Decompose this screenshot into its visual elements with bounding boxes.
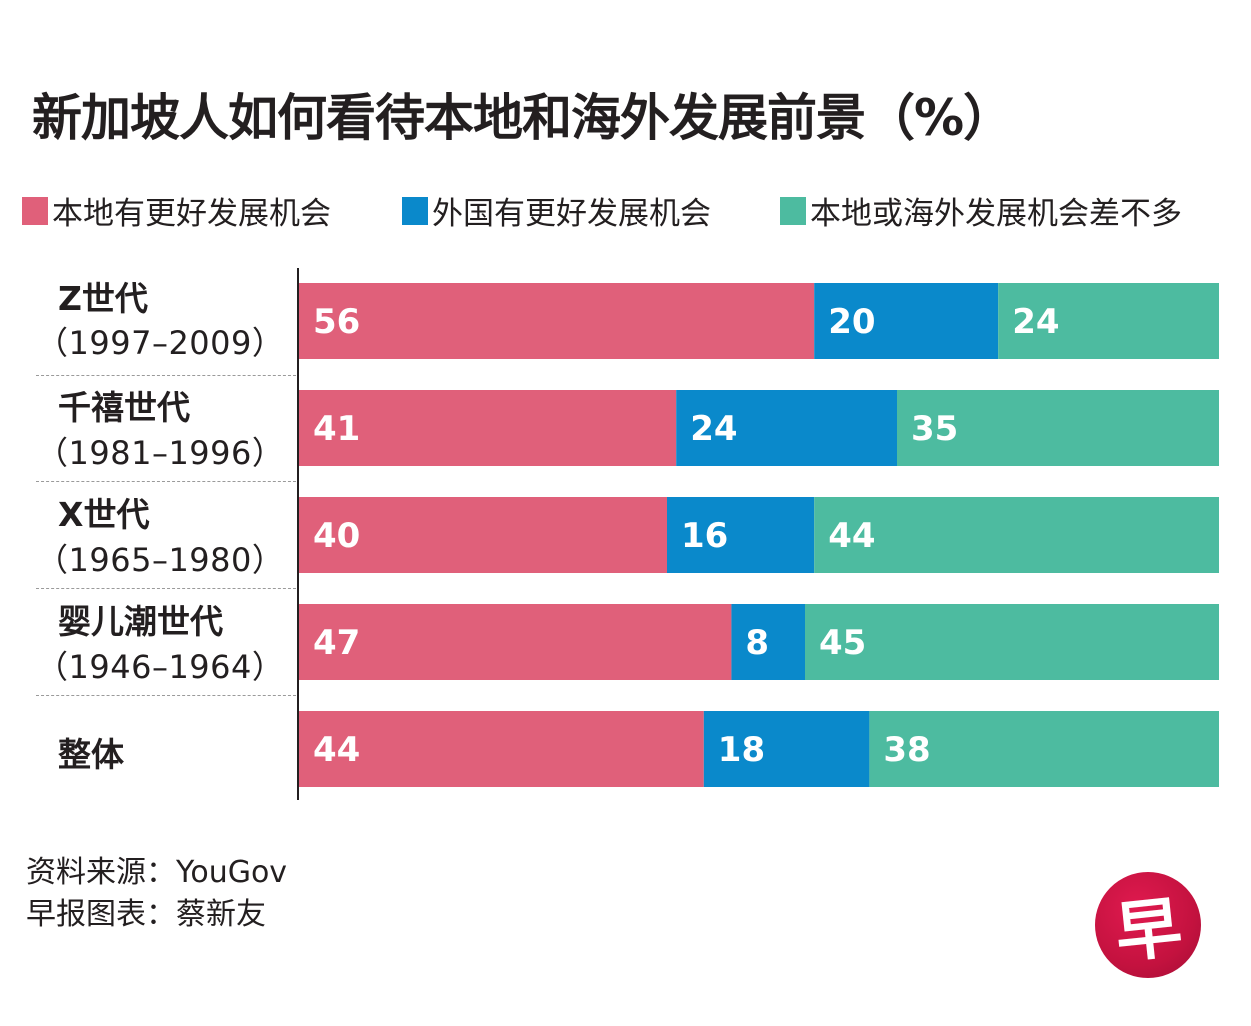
legend-item-foreign: 外国有更好发展机会 bbox=[402, 188, 711, 233]
row-separator bbox=[36, 375, 296, 376]
category-years: （1946–1964） bbox=[36, 648, 285, 686]
footer: 资料来源：YouGov 早报图表：蔡新友 bbox=[26, 852, 287, 936]
bar-value-label: 41 bbox=[313, 409, 360, 449]
source-note: 资料来源：YouGov bbox=[26, 855, 288, 890]
bar-segment-local bbox=[299, 283, 815, 359]
bar-value-label: 45 bbox=[819, 623, 866, 663]
bar-segment-local bbox=[299, 390, 677, 466]
bar-segment-foreign bbox=[676, 390, 897, 466]
legend-item-similar: 本地或海外发展机会差不多 bbox=[780, 188, 1182, 233]
legend-label-local: 本地有更好发展机会 bbox=[52, 196, 331, 232]
row-separator bbox=[36, 481, 296, 482]
logo-char: 早 bbox=[1111, 887, 1186, 973]
legend-label-foreign: 外国有更好发展机会 bbox=[432, 196, 711, 232]
category-name: Z世代 bbox=[58, 279, 148, 318]
category-years: （1997–2009） bbox=[36, 324, 285, 362]
bar-segment-similar bbox=[814, 497, 1219, 573]
bar-segment-foreign bbox=[703, 711, 870, 787]
legend-swatch-foreign bbox=[402, 196, 428, 225]
bar-value-label: 40 bbox=[313, 516, 360, 556]
category-name: 整体 bbox=[58, 735, 124, 774]
bar-value-label: 8 bbox=[745, 623, 769, 663]
bar-value-label: 47 bbox=[313, 623, 360, 663]
chart-title: 新加坡人如何看待本地和海外发展前景（%） bbox=[32, 89, 1013, 147]
bar-segment-similar bbox=[897, 390, 1219, 466]
bar-segment-similar bbox=[805, 604, 1219, 680]
bar-value-label: 56 bbox=[313, 302, 360, 342]
bar-value-label: 24 bbox=[1012, 302, 1059, 342]
bar-value-label: 44 bbox=[828, 516, 875, 556]
bar-value-label: 24 bbox=[690, 409, 737, 449]
zaobao-logo: 早 bbox=[1095, 872, 1201, 978]
category-years: （1965–1980） bbox=[36, 541, 285, 579]
category-name: 千禧世代 bbox=[58, 388, 190, 427]
row-separator bbox=[36, 695, 296, 696]
y-axis-line bbox=[297, 268, 299, 800]
bar-segment-foreign bbox=[731, 604, 805, 680]
bar-segment-similar bbox=[998, 283, 1219, 359]
bar-segment-local bbox=[299, 604, 732, 680]
bar-value-label: 20 bbox=[828, 302, 875, 342]
bar-value-label: 16 bbox=[681, 516, 728, 556]
legend-label-similar: 本地或海外发展机会差不多 bbox=[810, 196, 1182, 232]
bar-value-label: 18 bbox=[718, 730, 765, 770]
legend-swatch-similar bbox=[780, 196, 806, 225]
bar-segment-local bbox=[299, 711, 704, 787]
legend-item-local: 本地有更好发展机会 bbox=[22, 188, 331, 233]
bar-segment-foreign bbox=[814, 283, 999, 359]
bar-value-label: 44 bbox=[313, 730, 360, 770]
category-years: （1981–1996） bbox=[36, 434, 285, 472]
bar-segment-similar bbox=[869, 711, 1219, 787]
row-separator bbox=[36, 588, 296, 589]
category-name: 婴儿潮世代 bbox=[58, 602, 223, 641]
legend-swatch-local bbox=[22, 196, 48, 225]
bar-value-label: 38 bbox=[883, 730, 930, 770]
legend: 本地有更好发展机会 外国有更好发展机会 本地或海外发展机会差不多 bbox=[22, 188, 1251, 232]
bar-segment-local bbox=[299, 497, 667, 573]
category-name: X世代 bbox=[58, 495, 150, 534]
bar-value-label: 35 bbox=[911, 409, 958, 449]
bar-segment-foreign bbox=[667, 497, 815, 573]
credit-note: 早报图表：蔡新友 bbox=[26, 897, 266, 932]
